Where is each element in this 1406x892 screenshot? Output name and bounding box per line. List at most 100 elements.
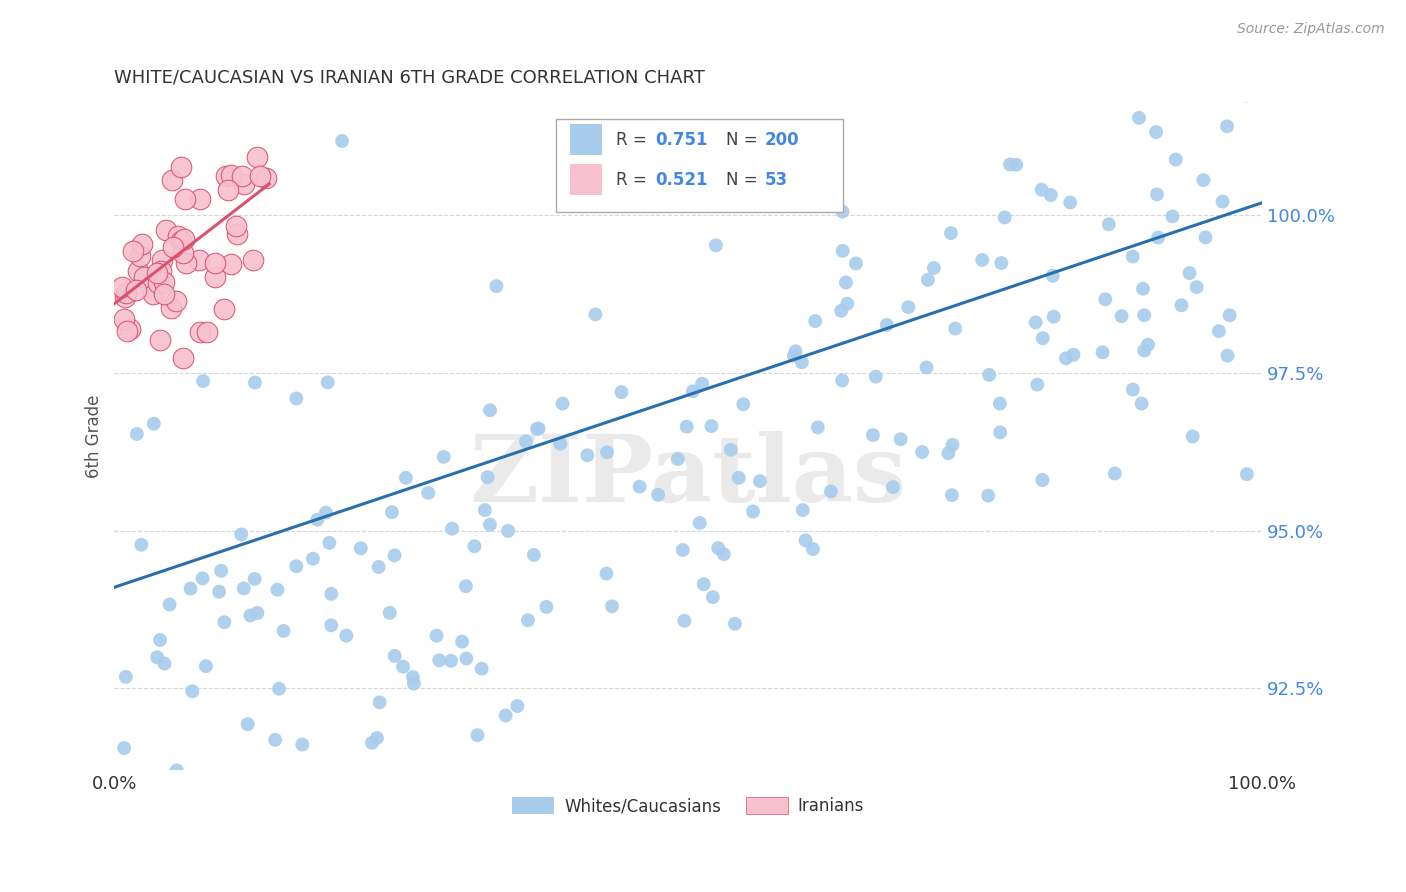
Point [114,670,136,684]
Text: Source: ZipAtlas.com: Source: ZipAtlas.com [1237,22,1385,37]
Point [990,256,1012,270]
Point [219,168,242,182]
Point [142,287,165,301]
Text: 53: 53 [765,170,789,189]
Point [506,698,529,713]
Point [367,560,389,574]
Point [150,264,173,278]
Point [136,827,159,841]
Point [208,584,231,599]
Point [217,182,239,196]
Point [381,505,404,519]
Point [1039,188,1062,202]
Point [440,654,463,668]
Point [790,355,813,369]
Point [330,134,353,148]
Point [792,503,814,517]
Point [181,684,204,698]
Point [115,325,138,339]
Text: 200: 200 [765,131,800,149]
Point [1130,396,1153,410]
Point [142,417,165,431]
Point [153,275,176,289]
Point [673,614,696,628]
Point [794,533,817,548]
Point [433,450,456,464]
Point [1042,310,1064,324]
Point [911,445,934,459]
Point [321,618,343,632]
Point [145,266,167,280]
Point [865,369,887,384]
Point [807,420,830,434]
Point [700,419,723,434]
Legend: Whites/Caucasians, Iranians: Whites/Caucasians, Iranians [506,790,870,822]
Point [214,301,236,316]
Text: 0.521: 0.521 [655,170,707,189]
Point [231,527,253,541]
Point [191,374,214,388]
Point [170,234,193,248]
Point [915,360,938,375]
Point [1122,383,1144,397]
Point [917,273,939,287]
Point [191,571,214,585]
Point [526,422,548,436]
Point [243,376,266,390]
Point [595,566,617,581]
Point [1192,173,1215,187]
Point [596,445,619,459]
Point [517,613,540,627]
Point [114,290,136,304]
Point [1128,111,1150,125]
Point [477,470,499,484]
Point [1059,195,1081,210]
Point [628,480,651,494]
Point [195,325,218,339]
Point [862,428,884,442]
Text: ZIPatlas: ZIPatlas [470,431,907,521]
Point [307,513,329,527]
Point [153,287,176,301]
FancyBboxPatch shape [569,164,602,195]
Point [666,452,689,467]
Point [215,169,238,183]
Point [941,438,963,452]
Point [172,351,194,365]
Point [1194,230,1216,244]
Point [783,349,806,363]
Point [146,650,169,665]
Point [456,651,478,665]
Point [1032,331,1054,345]
Point [166,229,188,244]
Point [610,385,633,400]
Point [243,572,266,586]
Point [1219,308,1241,322]
Point [321,587,343,601]
Point [233,177,256,191]
Point [1098,217,1121,231]
Point [1170,298,1192,312]
Text: N =: N = [725,170,763,189]
Point [188,252,211,267]
Point [831,374,853,388]
Point [209,564,232,578]
Point [485,279,508,293]
Point [159,301,181,315]
Point [515,434,537,449]
Point [159,598,181,612]
Point [704,238,727,252]
Point [384,648,406,663]
Point [689,516,711,530]
Point [1094,293,1116,307]
Point [1122,250,1144,264]
Point [148,276,170,290]
Point [153,657,176,671]
Point [1236,467,1258,482]
Point [523,548,546,562]
Point [226,227,249,241]
Point [1216,349,1239,363]
Point [707,541,730,555]
Point [318,536,340,550]
Point [112,741,135,756]
